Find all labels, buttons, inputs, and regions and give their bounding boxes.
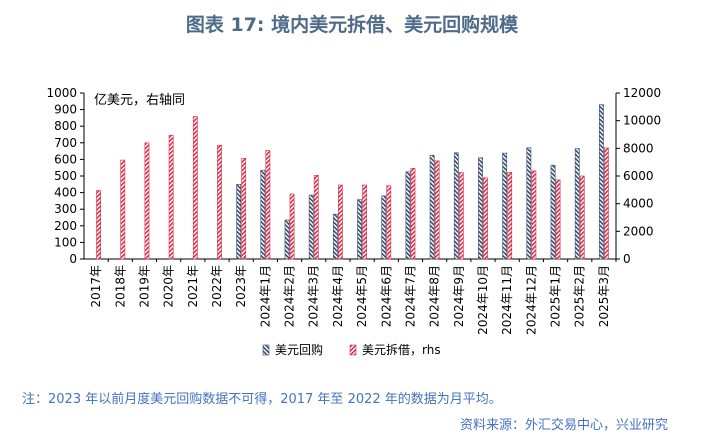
left-tick-label: 900 bbox=[54, 103, 77, 117]
bar-lending bbox=[96, 190, 101, 260]
bar-repo bbox=[308, 194, 314, 260]
right-tick-label: 2000 bbox=[623, 224, 654, 238]
x-tick-label: 2024年9月 bbox=[452, 265, 466, 327]
bar-chart: 0100200300400500600700800900100002000400… bbox=[46, 86, 661, 357]
bar-repo bbox=[405, 171, 411, 260]
labels: 0100200300400500600700800900100002000400… bbox=[46, 86, 661, 335]
bar-lending bbox=[241, 157, 247, 260]
bar-lending bbox=[217, 144, 222, 260]
bar-lending bbox=[192, 116, 198, 260]
bar-repo bbox=[478, 157, 483, 260]
bar-lending bbox=[507, 171, 513, 260]
left-tick-label: 600 bbox=[54, 152, 77, 166]
right-tick-label: 8000 bbox=[623, 141, 654, 155]
legend-lending-label: 美元拆借，rhs bbox=[362, 342, 441, 357]
bar-lending bbox=[120, 159, 126, 260]
y-unit-label: 亿美元，右轴同 bbox=[94, 93, 185, 108]
x-tick-label: 2025年3月 bbox=[597, 265, 611, 327]
x-tick-label: 2024年12月 bbox=[524, 265, 538, 335]
x-tick-label: 2024年4月 bbox=[331, 265, 345, 327]
bar-repo bbox=[453, 152, 459, 260]
left-tick-label: 0 bbox=[69, 252, 77, 266]
bar-repo bbox=[599, 104, 604, 260]
bar-lending bbox=[483, 177, 488, 260]
bar-repo bbox=[357, 199, 362, 260]
right-tick-label: 6000 bbox=[623, 169, 654, 183]
bars bbox=[96, 104, 609, 260]
x-tick-label: 2024年1月 bbox=[258, 265, 272, 327]
left-tick-label: 300 bbox=[54, 202, 77, 216]
left-tick-label: 700 bbox=[54, 136, 77, 150]
bar-repo bbox=[236, 184, 242, 260]
left-tick-label: 100 bbox=[54, 235, 77, 249]
bar-lending bbox=[531, 170, 537, 260]
bar-lending bbox=[362, 184, 367, 260]
bar-lending bbox=[604, 147, 609, 260]
x-tick-label: 2025年2月 bbox=[573, 265, 587, 327]
bar-lending bbox=[338, 184, 343, 260]
bar-lending bbox=[579, 175, 585, 260]
x-tick-label: 2024年2月 bbox=[283, 265, 297, 327]
bar-repo bbox=[550, 164, 556, 260]
axes bbox=[80, 92, 620, 262]
bar-repo bbox=[284, 219, 290, 260]
bar-lending bbox=[434, 160, 440, 260]
x-tick-label: 2024年11月 bbox=[500, 265, 514, 335]
bar-repo bbox=[574, 148, 580, 260]
chart-title: 图表 17: 境内美元拆借、美元回购规模 bbox=[185, 14, 519, 36]
x-tick-label: 2023年 bbox=[234, 265, 248, 308]
source-text: 资料来源：外汇交易中心，兴业研究 bbox=[459, 418, 668, 433]
legend: 美元回购 美元拆借，rhs bbox=[262, 342, 441, 357]
right-tick-label: 4000 bbox=[623, 197, 654, 211]
bar-lending bbox=[313, 175, 319, 260]
x-tick-label: 2025年1月 bbox=[549, 265, 563, 327]
right-tick-label: 12000 bbox=[623, 86, 661, 100]
bar-repo bbox=[381, 195, 387, 260]
footnote: 注：2023 年以前月度美元回购数据不可得，2017 年至 2022 年的数据为… bbox=[22, 392, 502, 407]
bar-repo bbox=[526, 147, 532, 260]
x-tick-label: 2018年 bbox=[113, 265, 127, 308]
left-tick-label: 400 bbox=[54, 186, 77, 200]
bar-lending bbox=[265, 150, 271, 260]
left-tick-label: 1000 bbox=[46, 86, 77, 100]
x-tick-label: 2024年5月 bbox=[355, 265, 369, 327]
bar-lending bbox=[458, 172, 464, 260]
x-tick-label: 2024年8月 bbox=[428, 265, 442, 327]
bar-lending bbox=[386, 185, 392, 260]
left-tick-label: 500 bbox=[54, 169, 77, 183]
bar-repo bbox=[502, 152, 508, 260]
x-tick-label: 2019年 bbox=[137, 265, 151, 308]
legend-repo-swatch bbox=[262, 344, 270, 356]
x-tick-label: 2022年 bbox=[210, 265, 224, 308]
bar-lending bbox=[289, 193, 295, 260]
bar-lending bbox=[144, 142, 150, 260]
x-tick-label: 2024年7月 bbox=[403, 265, 417, 327]
left-tick-label: 200 bbox=[54, 219, 77, 233]
x-tick-label: 2024年10月 bbox=[476, 265, 490, 335]
x-tick-label: 2017年 bbox=[89, 265, 103, 308]
bar-repo bbox=[260, 169, 266, 260]
x-tick-label: 2024年6月 bbox=[379, 265, 393, 327]
right-tick-label: 0 bbox=[623, 252, 631, 266]
legend-repo-label: 美元回购 bbox=[275, 342, 323, 357]
left-tick-label: 800 bbox=[54, 119, 77, 133]
bar-repo bbox=[333, 213, 338, 260]
x-tick-label: 2024年3月 bbox=[307, 265, 321, 327]
legend-lending-swatch bbox=[349, 344, 357, 356]
right-tick-label: 10000 bbox=[623, 114, 661, 128]
bar-lending bbox=[555, 179, 561, 260]
x-tick-label: 2021年 bbox=[186, 265, 200, 308]
bar-lending bbox=[168, 134, 174, 260]
bar-lending bbox=[410, 168, 416, 260]
bar-repo bbox=[429, 154, 435, 260]
x-tick-label: 2020年 bbox=[162, 265, 176, 308]
